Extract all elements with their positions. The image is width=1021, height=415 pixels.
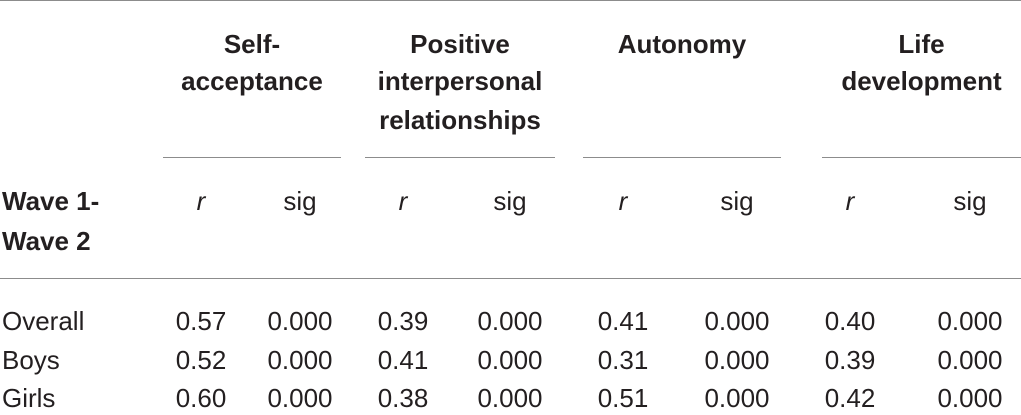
table-cell: 0.38 [377, 383, 429, 413]
group-underline-autonomy [583, 157, 781, 158]
table-cell: 0.41 [377, 345, 429, 375]
subheader-r: r [845, 186, 855, 216]
subheader-r: r [196, 186, 206, 216]
group-header-line: development [841, 66, 1002, 96]
group-underline-self-acceptance [163, 157, 341, 158]
row-label: Boys [2, 345, 60, 375]
subheader-r: r [398, 186, 408, 216]
row-label: Girls [2, 383, 56, 413]
table-cell: 0.51 [597, 383, 649, 413]
table-cell: 0.31 [597, 345, 649, 375]
table-cell: 0.000 [704, 306, 770, 336]
subheader-r: r [618, 186, 628, 216]
table-cell: 0.000 [267, 383, 333, 413]
subheader-sig: sig [283, 186, 317, 216]
table-cell: 0.000 [267, 345, 333, 375]
group-header-line: Positive [410, 29, 510, 59]
table-cell: 0.000 [477, 345, 543, 375]
group-header-line: relationships [379, 105, 541, 135]
top-rule [0, 0, 1021, 1]
table-cell: 0.57 [175, 306, 227, 336]
table-cell: 0.40 [824, 306, 876, 336]
table-cell: 0.41 [597, 306, 649, 336]
table-cell: 0.000 [704, 345, 770, 375]
subheader-sig: sig [493, 186, 527, 216]
table-cell: 0.39 [377, 306, 429, 336]
group-header-line: Life [898, 29, 945, 59]
group-header-line: acceptance [181, 66, 323, 96]
group-header-line: Autonomy [617, 29, 747, 59]
row-header-wave: Wave 1- [2, 186, 100, 216]
table-cell: 0.39 [824, 345, 876, 375]
group-header-line: Self- [223, 29, 281, 59]
row-header-wave: Wave 2 [2, 226, 91, 256]
table-cell: 0.52 [175, 345, 227, 375]
subheader-sig: sig [720, 186, 754, 216]
table-cell: 0.000 [477, 306, 543, 336]
subheader-sig: sig [953, 186, 987, 216]
table-cell: 0.000 [937, 383, 1003, 413]
group-underline-positive-relationships [365, 157, 555, 158]
table-cell: 0.42 [824, 383, 876, 413]
group-underline-life-development [822, 157, 1021, 158]
table-cell: 0.000 [937, 306, 1003, 336]
group-header-line: interpersonal [377, 66, 543, 96]
table-cell: 0.60 [175, 383, 227, 413]
row-label: Overall [2, 306, 85, 336]
table-cell: 0.000 [704, 383, 770, 413]
table-cell: 0.000 [267, 306, 333, 336]
table-cell: 0.000 [477, 383, 543, 413]
table-cell: 0.000 [937, 345, 1003, 375]
header-rule [0, 278, 1021, 279]
